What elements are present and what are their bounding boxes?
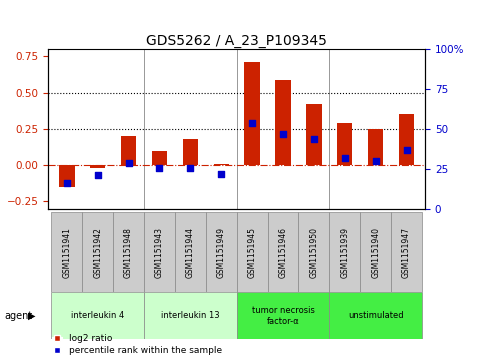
Bar bbox=[268, 212, 298, 292]
Bar bbox=[275, 80, 291, 165]
Point bbox=[156, 165, 163, 171]
Text: GSM1151948: GSM1151948 bbox=[124, 227, 133, 278]
Text: GSM1151946: GSM1151946 bbox=[279, 227, 287, 278]
Bar bbox=[237, 212, 268, 292]
Bar bbox=[298, 212, 329, 292]
Text: GSM1151950: GSM1151950 bbox=[310, 227, 318, 278]
Bar bbox=[360, 212, 391, 292]
Text: GSM1151939: GSM1151939 bbox=[340, 227, 349, 278]
Text: tumor necrosis
factor-α: tumor necrosis factor-α bbox=[252, 306, 314, 326]
Bar bbox=[329, 212, 360, 292]
Text: GSM1151945: GSM1151945 bbox=[248, 227, 256, 278]
Bar bbox=[144, 212, 175, 292]
Bar bbox=[51, 212, 82, 292]
Bar bbox=[244, 62, 260, 165]
Text: GSM1151940: GSM1151940 bbox=[371, 227, 380, 278]
Point bbox=[248, 121, 256, 126]
Bar bbox=[206, 212, 237, 292]
Point bbox=[310, 136, 318, 142]
Title: GDS5262 / A_23_P109345: GDS5262 / A_23_P109345 bbox=[146, 34, 327, 48]
Text: interleukin 4: interleukin 4 bbox=[71, 311, 124, 320]
Bar bbox=[51, 292, 144, 339]
Point bbox=[186, 165, 194, 171]
Text: GSM1151942: GSM1151942 bbox=[93, 227, 102, 278]
Bar bbox=[337, 123, 353, 165]
Point bbox=[217, 171, 225, 176]
Text: GSM1151944: GSM1151944 bbox=[186, 227, 195, 278]
Bar bbox=[90, 165, 105, 168]
Bar bbox=[213, 164, 229, 165]
Text: GSM1151947: GSM1151947 bbox=[402, 227, 411, 278]
Point bbox=[403, 147, 411, 152]
Text: interleukin 13: interleukin 13 bbox=[161, 311, 220, 320]
Text: GSM1151949: GSM1151949 bbox=[217, 227, 226, 278]
Point bbox=[279, 131, 287, 136]
Bar bbox=[329, 292, 422, 339]
Legend: log2 ratio, percentile rank within the sample: log2 ratio, percentile rank within the s… bbox=[53, 334, 222, 355]
Bar bbox=[113, 212, 144, 292]
Bar bbox=[175, 212, 206, 292]
Bar bbox=[183, 139, 198, 165]
Bar bbox=[399, 114, 414, 165]
Bar bbox=[306, 104, 322, 165]
Text: ▶: ▶ bbox=[28, 311, 35, 321]
Text: GSM1151943: GSM1151943 bbox=[155, 227, 164, 278]
Bar bbox=[121, 136, 136, 165]
Point bbox=[63, 180, 71, 186]
Point bbox=[372, 158, 380, 164]
Point bbox=[125, 160, 132, 166]
Bar bbox=[152, 151, 167, 165]
Point bbox=[341, 155, 349, 160]
Bar bbox=[59, 165, 74, 187]
Text: unstimulated: unstimulated bbox=[348, 311, 403, 320]
Bar bbox=[82, 212, 113, 292]
Text: GSM1151941: GSM1151941 bbox=[62, 227, 71, 278]
Bar bbox=[237, 292, 329, 339]
Text: agent: agent bbox=[5, 311, 33, 321]
Point bbox=[94, 172, 101, 178]
Bar bbox=[391, 212, 422, 292]
Bar bbox=[144, 292, 237, 339]
Bar bbox=[368, 129, 384, 165]
